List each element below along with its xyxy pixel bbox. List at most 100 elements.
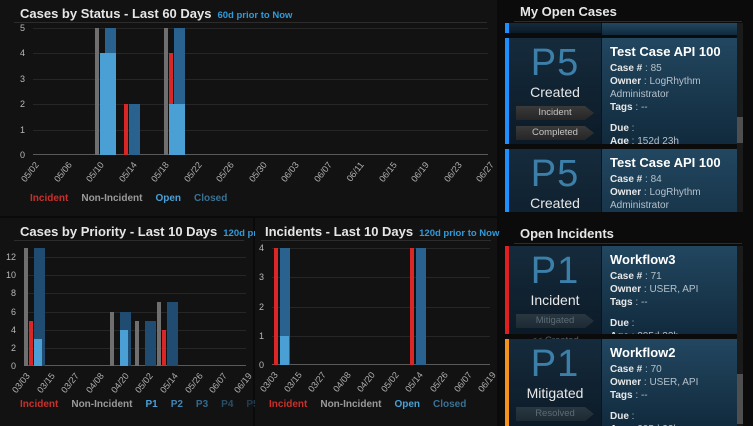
bar-open[interactable] xyxy=(169,104,186,155)
y-axis-label: 0 xyxy=(19,150,25,160)
bar-non_incident[interactable] xyxy=(24,248,28,366)
case-field-age: Age : 205d 22h xyxy=(610,423,730,426)
card-details-zone: Workflow2 Case # : 70 Owner : USER, API Tag… xyxy=(602,339,738,426)
case-field-due: Due : xyxy=(610,411,635,422)
card-details-zone: Workflow3 Case # : 71 Owner : USER, API Tag… xyxy=(602,246,738,334)
priority-label: P5 xyxy=(530,42,580,84)
bar-closed[interactable] xyxy=(280,248,291,365)
case-title: Workflow2 xyxy=(610,345,676,360)
status-label: Created xyxy=(530,195,580,211)
title-divider xyxy=(261,240,491,241)
bar-non_incident[interactable] xyxy=(135,320,139,366)
status-label: Incident xyxy=(530,292,580,308)
gridline xyxy=(272,306,490,308)
y-axis-label: 12 xyxy=(5,252,16,263)
bar-non_incident[interactable] xyxy=(157,302,162,366)
case-field-case: Case # : 84 xyxy=(610,174,662,185)
bar-closed[interactable] xyxy=(174,28,186,155)
priority-accent-bar xyxy=(505,246,509,334)
scrollbar-track[interactable] xyxy=(737,23,743,212)
bar-open[interactable] xyxy=(280,335,290,365)
action-button-resolved[interactable]: Resolved xyxy=(516,407,594,421)
gridline xyxy=(24,275,246,277)
case-field-case: Case # : 70 xyxy=(610,364,662,375)
status-chart-plot xyxy=(33,28,488,155)
scrollbar-thumb[interactable] xyxy=(737,117,743,143)
case-title: Test Case API 100 xyxy=(610,155,721,170)
chart-title: Incidents - Last 10 Days xyxy=(265,224,414,239)
chart-legend: Incident Non-Incident Open Closed xyxy=(30,193,240,204)
gridline xyxy=(33,104,488,106)
priority-accent-bar xyxy=(505,149,509,212)
card-details-zone: Test Case API 100 Case # : 85 Owner : LogR… xyxy=(602,38,738,144)
right-sidebar: My Open Cases P5 Created Incident Completed… xyxy=(500,0,753,426)
gridline xyxy=(24,257,246,259)
priority-accent-bar xyxy=(505,38,509,144)
case-field-owner: Owner : USER, API xyxy=(610,377,699,388)
action-button-mitigated[interactable]: Mitigated xyxy=(516,314,594,328)
case-card[interactable] xyxy=(505,23,738,35)
y-axis-label: 6 xyxy=(10,306,16,317)
case-card[interactable]: P1 Mitigated Resolved Workflow2 Case # : 70 O… xyxy=(505,339,738,426)
y-axis-label: 2 xyxy=(19,99,25,110)
case-field-case: Case # : 71 xyxy=(610,271,662,282)
x-axis-line xyxy=(272,364,490,365)
gridline xyxy=(33,53,488,55)
case-title: Test Case API 100 xyxy=(610,44,721,59)
y-axis-label: 4 xyxy=(258,243,264,253)
case-field-owner: Owner : USER, API xyxy=(610,284,699,295)
bar-p2[interactable] xyxy=(167,302,179,366)
bar-p2[interactable] xyxy=(145,320,156,366)
panel-header: Incidents - Last 10 Days 120d prior to No… xyxy=(265,223,499,241)
priority-chart-plot xyxy=(24,248,246,366)
bar-incident[interactable] xyxy=(274,248,279,365)
y-axis-label: 1 xyxy=(258,330,264,341)
action-button-incident[interactable]: Incident xyxy=(516,106,594,120)
card-details-zone xyxy=(602,23,738,35)
section-divider xyxy=(514,21,742,22)
x-axis-line xyxy=(33,154,488,155)
bar-incident[interactable] xyxy=(29,320,33,366)
case-field-owner: Owner : LogRhythm Administrator xyxy=(610,187,701,211)
legend-incident: Incident xyxy=(269,399,308,410)
bar-open[interactable] xyxy=(99,53,116,155)
status-label: Mitigated xyxy=(526,385,584,401)
bar-closed[interactable] xyxy=(128,104,140,155)
bar-p2[interactable] xyxy=(34,248,45,366)
scrollbar-thumb[interactable] xyxy=(737,374,743,424)
bar-non_incident[interactable] xyxy=(164,28,169,155)
y-axis-label: 4 xyxy=(19,48,25,59)
scrollbar-track[interactable] xyxy=(737,246,743,426)
chart-legend: Incident Non-Incident P1 P2 P3 P4 P5 xyxy=(20,399,272,410)
bar-p1[interactable] xyxy=(34,338,42,366)
bar-non_incident[interactable] xyxy=(109,311,114,366)
priority-label: P1 xyxy=(530,343,580,385)
bar-incident[interactable] xyxy=(409,248,414,365)
card-details-zone: Test Case API 100 Case # : 84 Owner : LogR… xyxy=(602,149,738,212)
bar-closed[interactable] xyxy=(415,248,426,365)
incidents-panel: Incidents - Last 10 Days 120d prior to No… xyxy=(255,218,499,426)
card-priority-zone xyxy=(509,23,602,33)
action-button-completed[interactable]: Completed xyxy=(516,126,594,140)
open-incidents-title: Open Incidents xyxy=(520,226,614,241)
legend-p4: P4 xyxy=(221,399,234,410)
bar-incident[interactable] xyxy=(162,329,167,366)
title-divider xyxy=(14,240,244,241)
bar-p1[interactable] xyxy=(119,329,128,366)
cases-by-status-panel: Cases by Status - Last 60 Days 60d prior … xyxy=(0,0,497,216)
chart-title: Cases by Priority - Last 10 Days xyxy=(20,224,218,239)
legend-non-incident: Non-Incident xyxy=(81,193,143,204)
chart-subtitle: 120d prior to Now xyxy=(419,228,500,239)
bar-non_incident[interactable] xyxy=(94,28,99,155)
bar-incident[interactable] xyxy=(123,104,128,155)
card-priority-zone: P1 Mitigated Resolved xyxy=(509,339,602,426)
chart-legend: Incident Non-Incident Open Closed xyxy=(269,399,479,410)
legend-p3: P3 xyxy=(195,399,209,410)
y-axis-label: 3 xyxy=(258,272,264,283)
